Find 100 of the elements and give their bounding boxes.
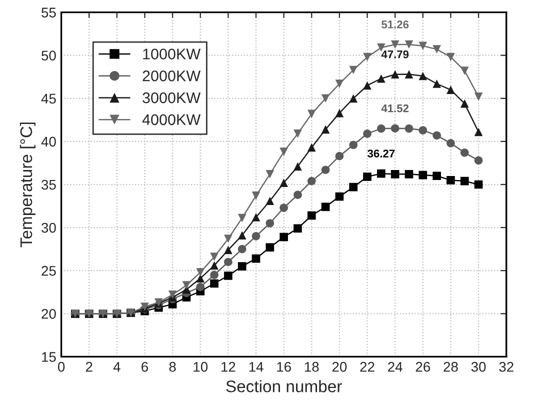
x-tick-label: 30	[471, 362, 486, 372]
data-label: 47.79	[381, 50, 409, 58]
point	[432, 131, 441, 140]
y-tick-label: 40	[41, 136, 56, 147]
point	[280, 204, 288, 212]
point	[321, 125, 330, 134]
legend-label: 1000KW	[143, 48, 201, 60]
point	[404, 170, 414, 178]
x-tick-label: 16	[277, 362, 291, 372]
point	[418, 170, 428, 180]
data-label: 36.27	[368, 150, 395, 158]
point	[363, 81, 372, 90]
x-axis-title: Section number	[226, 380, 342, 392]
y-tick-label: 35	[42, 180, 56, 190]
x-tick-label: 18	[304, 362, 319, 372]
point	[432, 80, 441, 88]
point	[460, 176, 469, 186]
point	[280, 148, 288, 156]
data-label: 41.52	[381, 104, 409, 112]
x-tick-label: 22	[360, 362, 374, 372]
point	[390, 170, 400, 178]
legend-label: 3000KW	[142, 92, 201, 104]
point	[196, 268, 205, 276]
point	[460, 66, 469, 76]
point	[252, 232, 260, 240]
x-tick-label: 26	[416, 362, 430, 372]
point	[252, 192, 260, 200]
x-tick-label: 2	[86, 362, 92, 372]
point	[224, 234, 232, 243]
point	[474, 180, 483, 189]
legend-label: 2000KW	[142, 70, 201, 82]
point	[321, 202, 330, 212]
point	[460, 148, 469, 157]
point	[404, 70, 414, 78]
point	[377, 124, 386, 133]
point	[363, 172, 372, 181]
point	[335, 152, 344, 160]
x-tick-label: 24	[388, 362, 402, 372]
point	[266, 219, 274, 228]
x-tick-label: 0	[58, 362, 65, 372]
x-tick-label: 6	[142, 362, 148, 372]
point	[210, 279, 218, 288]
point	[349, 94, 358, 103]
x-tick-label: 12	[222, 362, 236, 372]
point	[196, 282, 205, 292]
point	[294, 190, 302, 199]
point	[363, 130, 372, 138]
point	[390, 124, 400, 133]
point	[224, 246, 232, 254]
point	[474, 92, 483, 101]
point	[418, 126, 428, 134]
point	[307, 110, 316, 118]
point	[432, 45, 441, 54]
x-tick-label: 20	[332, 362, 347, 372]
x-tick-label: 14	[249, 362, 264, 372]
point	[474, 128, 483, 136]
point	[335, 192, 344, 201]
point	[238, 262, 246, 270]
y-tick-label: 50	[42, 50, 56, 61]
point	[377, 74, 386, 83]
point	[390, 40, 400, 49]
y-tick-label: 45	[41, 94, 56, 104]
x-tick-label: 10	[194, 362, 208, 372]
point	[460, 99, 469, 108]
point	[474, 156, 483, 165]
point	[266, 243, 274, 252]
point	[252, 213, 260, 222]
point	[210, 261, 218, 270]
point	[321, 94, 330, 103]
x-tick-label: 28	[444, 362, 458, 372]
point	[266, 170, 274, 178]
point	[307, 211, 316, 220]
point	[404, 124, 414, 133]
point	[294, 162, 302, 171]
legend-label: 4000KW	[142, 114, 201, 126]
point	[266, 196, 274, 206]
point	[210, 270, 218, 280]
point	[224, 258, 232, 266]
point	[335, 108, 344, 118]
data-label: 51.26	[382, 20, 409, 28]
point	[210, 252, 218, 261]
y-tick-label: 55	[42, 8, 56, 18]
x-tick-label: 4	[113, 362, 120, 372]
point	[418, 42, 428, 50]
point	[294, 224, 302, 233]
point	[418, 72, 428, 80]
point	[252, 254, 260, 263]
point	[446, 52, 455, 62]
point	[196, 274, 205, 283]
point	[307, 176, 316, 186]
point	[335, 80, 344, 88]
y-tick-label: 30	[42, 222, 56, 233]
point	[349, 182, 358, 192]
point	[182, 281, 191, 290]
point	[294, 130, 302, 138]
point	[349, 66, 358, 74]
point	[432, 172, 441, 180]
point	[377, 169, 386, 178]
point	[280, 232, 288, 242]
point	[238, 214, 246, 222]
